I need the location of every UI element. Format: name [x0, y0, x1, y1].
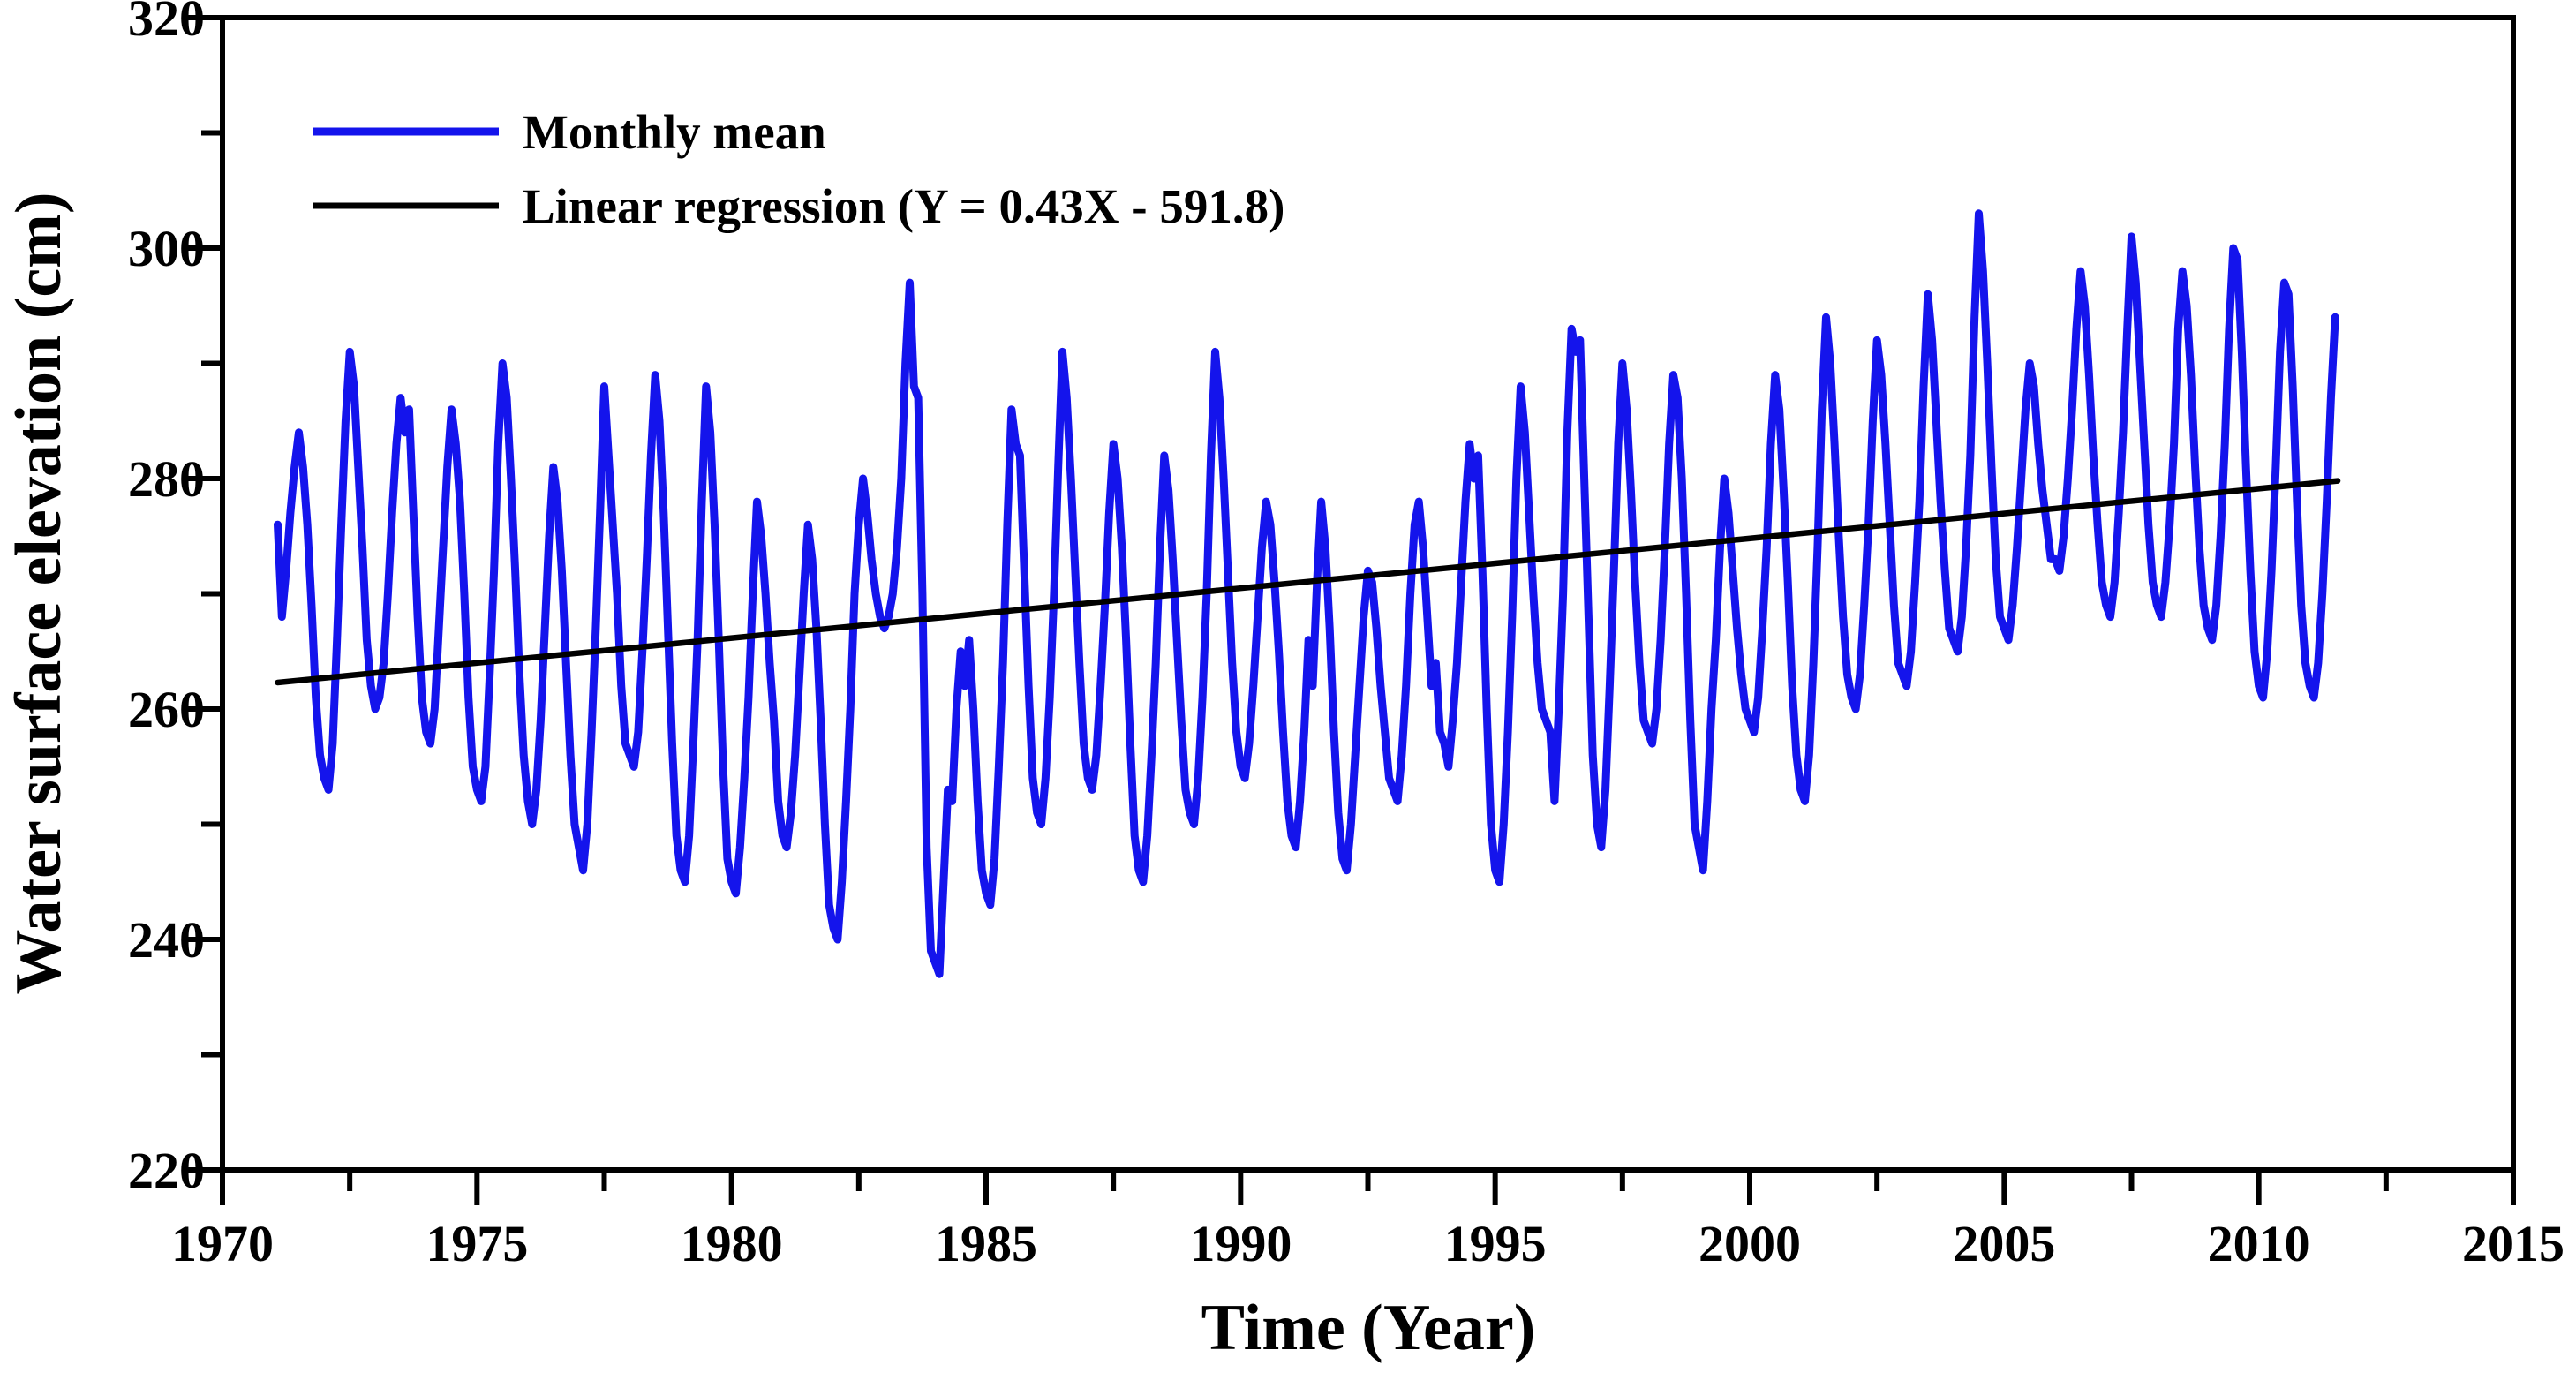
x-axis-title: Time (Year)	[1201, 1292, 1536, 1364]
x-tick-label: 1990	[1189, 1215, 1292, 1272]
x-tick-label: 2010	[2208, 1215, 2310, 1272]
x-tick-label: 2005	[1953, 1215, 2055, 1272]
legend: Monthly mean Linear regression (Y = 0.43…	[313, 105, 1284, 233]
y-tick-label: 260	[128, 681, 205, 738]
regression-line	[275, 478, 2341, 686]
legend-regression-label: Linear regression (Y = 0.43X - 591.8)	[523, 179, 1284, 233]
x-tick-label: 1975	[426, 1215, 528, 1272]
x-tick-label: 2000	[1699, 1215, 1801, 1272]
y-tick-label: 280	[128, 450, 205, 508]
x-tick-label: 1970	[171, 1215, 274, 1272]
y-tick-label: 300	[128, 220, 205, 277]
data-series	[274, 209, 2341, 978]
x-tick-label: 2015	[2462, 1215, 2565, 1272]
y-axis-title: Water surface elevation (cm)	[3, 192, 75, 995]
y-tick-label: 220	[128, 1142, 205, 1199]
x-tick-label: 1980	[681, 1215, 783, 1272]
y-tick-label: 320	[128, 0, 205, 47]
legend-monthly-label: Monthly mean	[523, 105, 826, 159]
x-tick-label: 1985	[935, 1215, 1037, 1272]
x-tick-label: 1995	[1444, 1215, 1547, 1272]
x-axis: 1970 1975 1980 1985 1990 1995 2000 2005 2010 2015	[171, 1170, 2565, 1272]
monthly-mean-line	[274, 209, 2339, 978]
y-axis: 220 240 260 280 300 320	[128, 0, 222, 1199]
y-tick-label: 240	[128, 911, 205, 969]
